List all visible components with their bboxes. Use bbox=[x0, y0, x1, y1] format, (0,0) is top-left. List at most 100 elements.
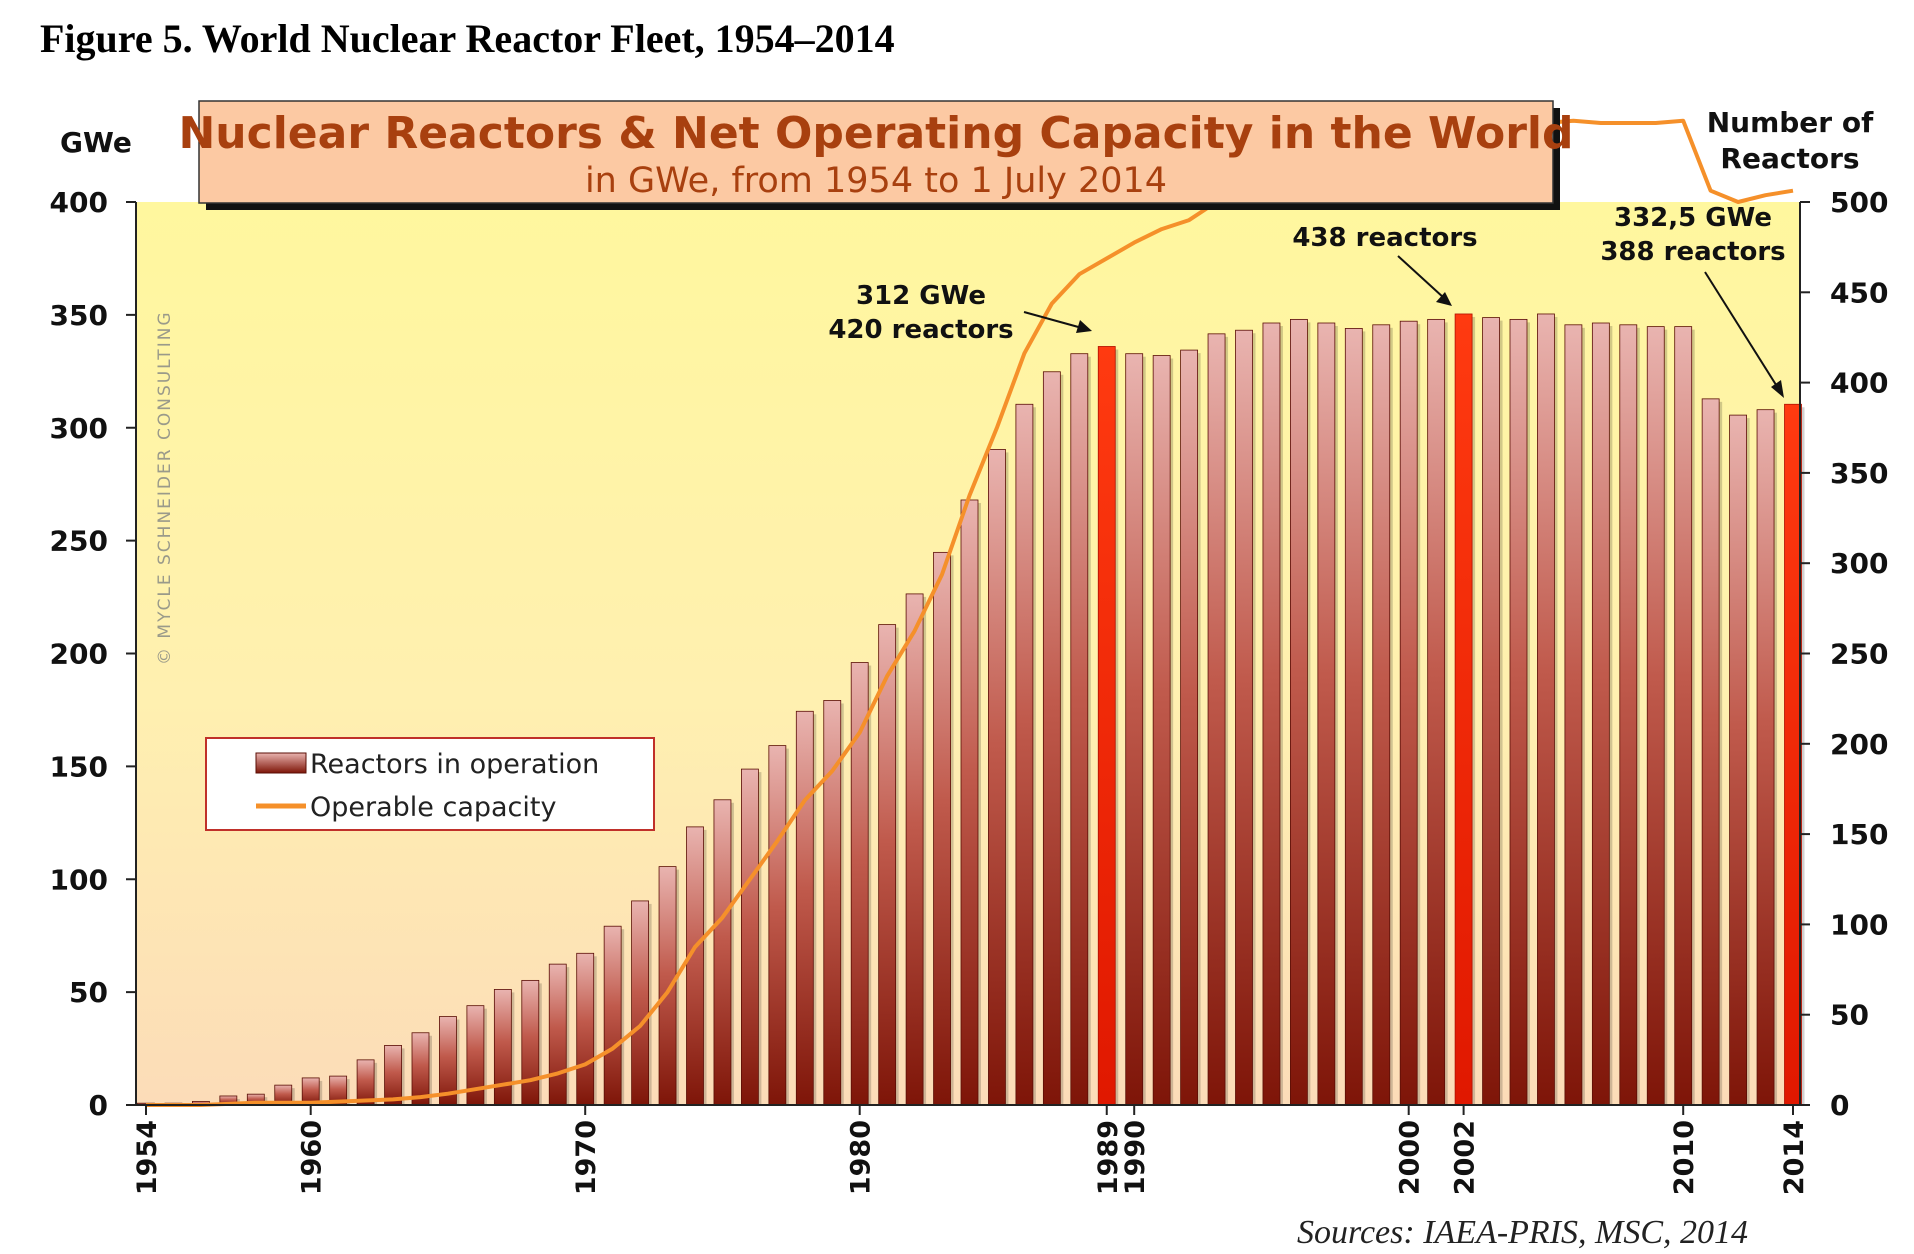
bar-1972 bbox=[631, 900, 649, 1106]
bar-1984 bbox=[960, 499, 979, 1106]
left-tick-label-0: 0 bbox=[89, 1089, 108, 1122]
bar-2007 bbox=[1591, 322, 1610, 1106]
right-tick-label-300: 300 bbox=[1830, 547, 1888, 580]
figure-title: Figure 5. World Nuclear Reactor Fleet, 1… bbox=[40, 16, 895, 61]
legend-label-reactors: Reactors in operation bbox=[310, 749, 599, 780]
annotation-2002-reactors: 438 reactors bbox=[1292, 223, 1477, 253]
bar-2009 bbox=[1646, 326, 1665, 1106]
bar-1968 bbox=[521, 979, 540, 1106]
bar-2010 bbox=[1674, 326, 1693, 1106]
bar-1991 bbox=[1152, 355, 1171, 1106]
right-axis-label-line2: Reactors bbox=[1720, 142, 1859, 175]
left-tick-label-250: 250 bbox=[50, 525, 108, 558]
bar-2011 bbox=[1701, 398, 1720, 1106]
x-tick-label-2014: 2014 bbox=[1779, 1120, 1810, 1195]
left-tick-label-150: 150 bbox=[50, 750, 108, 783]
bar-1998 bbox=[1344, 328, 1363, 1106]
bar-2002 bbox=[1454, 313, 1473, 1106]
right-axis-ticks: 0 50 100 150 200 250 300 350 400 450 500 bbox=[1800, 186, 1888, 1122]
bar-1964 bbox=[411, 1032, 430, 1106]
right-tick-label-400: 400 bbox=[1830, 367, 1888, 400]
bar-2008 bbox=[1619, 324, 1638, 1106]
bar-1990 bbox=[1125, 353, 1144, 1106]
right-tick-label-150: 150 bbox=[1830, 818, 1888, 851]
chart-title: Nuclear Reactors & Net Operating Capacit… bbox=[178, 108, 1573, 159]
bar-1989 bbox=[1097, 346, 1116, 1106]
bar-1993 bbox=[1207, 333, 1226, 1106]
left-tick-label-100: 100 bbox=[50, 863, 108, 896]
bar-1969 bbox=[548, 963, 567, 1106]
bar-2006 bbox=[1564, 324, 1583, 1106]
x-tick-label-2000: 2000 bbox=[1395, 1120, 1426, 1195]
annotation-2014-gwe: 332,5 GWe bbox=[1614, 203, 1772, 233]
legend-label-capacity: Operable capacity bbox=[310, 792, 556, 823]
bar-1985 bbox=[988, 449, 1006, 1106]
chart-subtitle: in GWe, from 1954 to 1 July 2014 bbox=[585, 161, 1167, 201]
bar-2005 bbox=[1537, 313, 1555, 1106]
bar-1975 bbox=[713, 799, 732, 1106]
bar-1992 bbox=[1180, 349, 1198, 1106]
annotation-1989-arrowhead bbox=[1076, 320, 1092, 333]
right-axis-label-line1: Number of bbox=[1707, 106, 1874, 139]
bar-1982 bbox=[905, 593, 924, 1106]
bar-1994 bbox=[1235, 329, 1253, 1106]
annotation-1989-arrow bbox=[1023, 311, 1083, 329]
right-tick-label-500: 500 bbox=[1830, 186, 1888, 219]
right-tick-label-100: 100 bbox=[1830, 908, 1888, 941]
annotation-2014-arrowhead bbox=[1771, 380, 1784, 398]
bar-1987 bbox=[1042, 371, 1061, 1106]
right-tick-label-50: 50 bbox=[1830, 999, 1869, 1032]
annotation-2014-reactors: 388 reactors bbox=[1600, 237, 1785, 267]
bar-1995 bbox=[1262, 322, 1281, 1106]
x-tick-label-1970: 1970 bbox=[571, 1120, 602, 1195]
bar-1974 bbox=[686, 826, 704, 1106]
bar-1971 bbox=[603, 925, 622, 1106]
bar-1983 bbox=[933, 551, 951, 1106]
annotation-2002-arrowhead bbox=[1436, 292, 1452, 306]
source-note: Sources: IAEA-PRIS, MSC, 2014 bbox=[1297, 1214, 1748, 1251]
x-tick-label-2002: 2002 bbox=[1450, 1120, 1481, 1195]
bar-1977 bbox=[768, 745, 787, 1106]
left-tick-label-400: 400 bbox=[50, 186, 108, 219]
left-axis-ticks: 0 50 100 150 200 250 300 350 400 bbox=[50, 186, 136, 1122]
annotation-2002-arrow bbox=[1397, 255, 1445, 299]
bar-1988 bbox=[1070, 353, 1089, 1106]
left-tick-label-300: 300 bbox=[50, 412, 108, 445]
right-tick-label-350: 350 bbox=[1830, 457, 1888, 490]
bar-1999 bbox=[1372, 324, 1391, 1106]
annotation-2014-arrow bbox=[1704, 271, 1779, 389]
left-tick-label-200: 200 bbox=[50, 638, 108, 671]
right-tick-label-450: 450 bbox=[1830, 276, 1888, 309]
left-axis-label: GWe bbox=[60, 126, 132, 159]
bar-2003 bbox=[1482, 317, 1500, 1106]
bar-2012 bbox=[1729, 414, 1747, 1106]
bar-2004 bbox=[1509, 318, 1528, 1106]
bar-2013 bbox=[1756, 409, 1775, 1106]
bar-1962 bbox=[356, 1059, 375, 1106]
bar-1970 bbox=[576, 952, 595, 1106]
bar-1978 bbox=[795, 710, 814, 1106]
bar-1996 bbox=[1290, 318, 1308, 1106]
title-box bbox=[198, 100, 1554, 204]
x-tick-label-1954: 1954 bbox=[132, 1120, 163, 1195]
bar-1986 bbox=[1015, 403, 1034, 1106]
annotation-1989-gwe: 312 GWe bbox=[856, 281, 986, 311]
bar-1981 bbox=[878, 624, 897, 1106]
x-tick-label-1990: 1990 bbox=[1120, 1120, 1151, 1195]
annotation-1989-reactors: 420 reactors bbox=[828, 315, 1013, 345]
bar-1997 bbox=[1317, 322, 1336, 1106]
x-tick-label-1980: 1980 bbox=[846, 1120, 877, 1195]
bar-2000 bbox=[1399, 320, 1418, 1106]
right-tick-label-250: 250 bbox=[1830, 638, 1888, 671]
x-tick-label-1960: 1960 bbox=[297, 1120, 328, 1195]
bar-1963 bbox=[384, 1045, 402, 1106]
bar-2001 bbox=[1427, 318, 1446, 1106]
right-tick-label-0: 0 bbox=[1830, 1089, 1849, 1122]
x-tick-label-2010: 2010 bbox=[1669, 1120, 1700, 1195]
bar-1976 bbox=[741, 768, 759, 1106]
watermark: © MYCLE SCHNEIDER CONSULTING bbox=[155, 310, 175, 665]
left-tick-label-50: 50 bbox=[69, 976, 108, 1009]
x-tick-label-1989: 1989 bbox=[1093, 1120, 1124, 1195]
